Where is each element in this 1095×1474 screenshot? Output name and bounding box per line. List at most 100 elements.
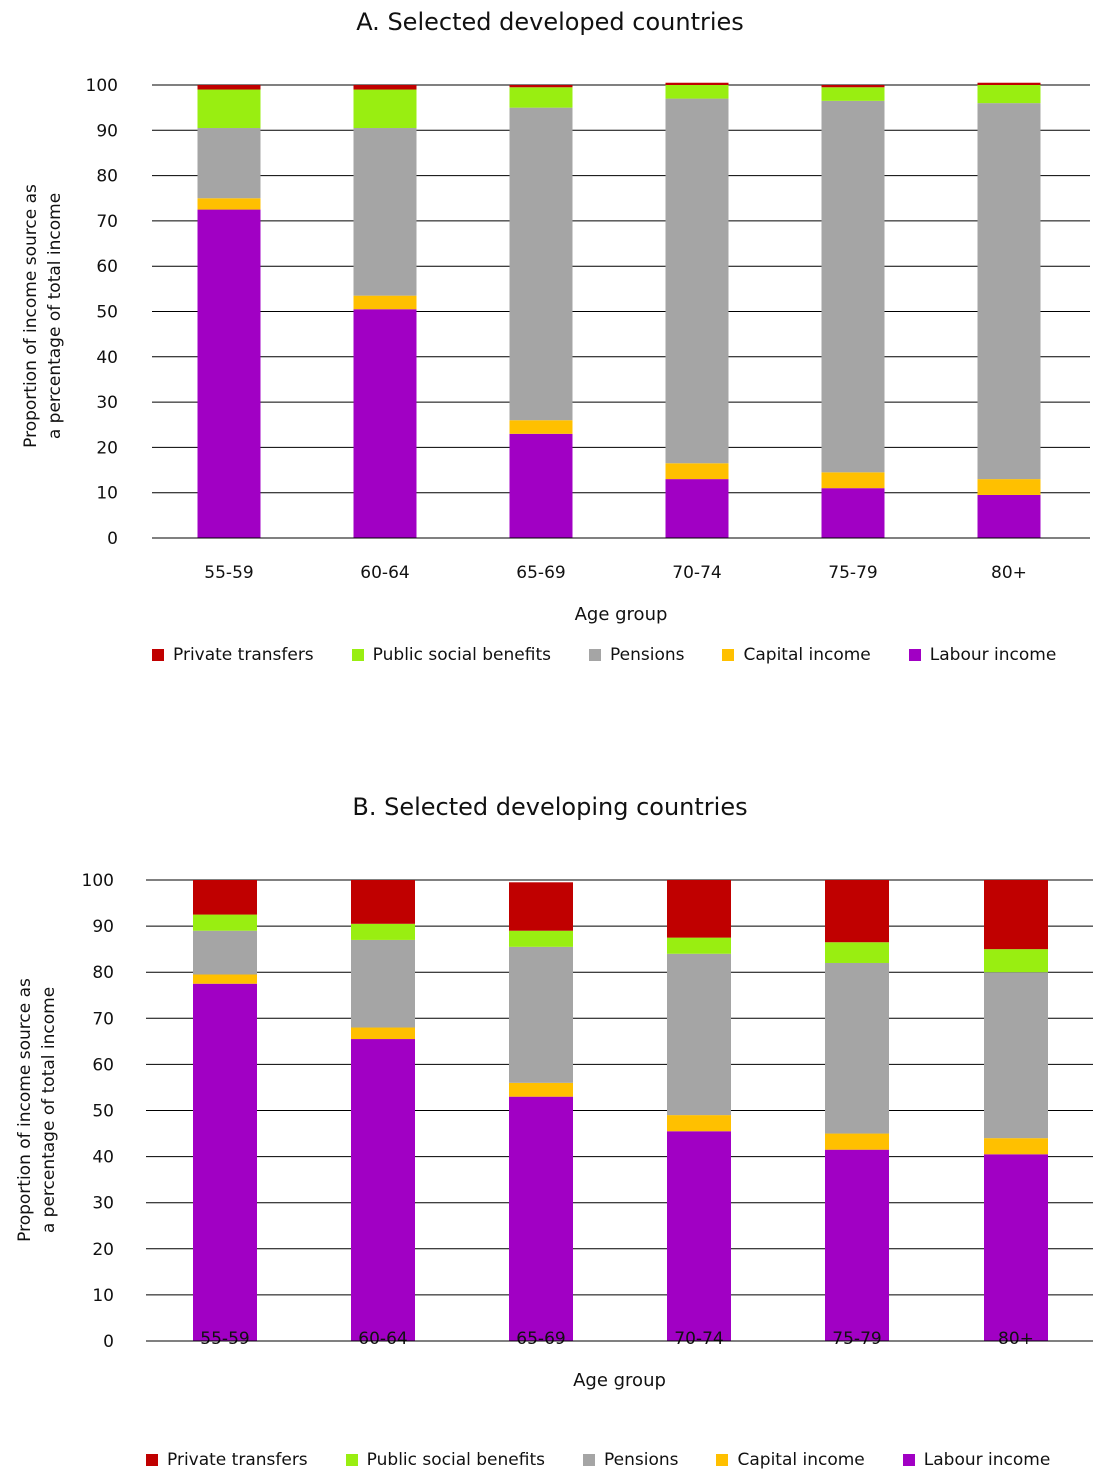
- chart-a-bar-labour-income-70-74: [665, 479, 729, 538]
- chart-a-bar-labour-income-65-69: [509, 433, 573, 538]
- chart-a-ytick-label: 30: [96, 393, 118, 413]
- chart-a-ylabel: Proportion of income source as a percenta…: [21, 184, 65, 448]
- chart-a-legend-label: Private transfers: [173, 645, 314, 665]
- chart-a-ytick-label: 90: [96, 121, 118, 141]
- chart-b-legend-swatch: [582, 1454, 595, 1466]
- chart-b-legend-item-private-transfers: Private transfers: [146, 1450, 308, 1470]
- chart-a-ytick-label: 40: [96, 348, 118, 368]
- chart-a-bar-capital-income-65-69: [509, 420, 573, 434]
- chart-a-bar-capital-income-55-59: [197, 198, 261, 210]
- chart-a-bar-capital-income-75-79: [821, 472, 885, 489]
- chart-a-ylabel-line: Proportion of income source as: [21, 184, 41, 448]
- chart-a-legend-label: Public social benefits: [372, 645, 551, 665]
- chart-b-xtick-label: 80+: [998, 1329, 1034, 1349]
- chart-b-ytick-label: 80: [92, 963, 114, 983]
- chart-b-bar-labour-income-80: [984, 1154, 1048, 1341]
- chart-b-xtick-label: 65-69: [516, 1329, 565, 1349]
- chart-a-bar-pensions-65-69: [509, 107, 573, 421]
- chart-b-bar-private-transfers-75-79: [825, 880, 889, 943]
- chart-b-bar-pensions-55-59: [193, 930, 257, 975]
- chart-b-ytick-label: 50: [92, 1102, 114, 1122]
- chart-a-ytick-label: 80: [96, 167, 118, 187]
- chart-a-bar-public-social-benefits-55-59: [197, 89, 261, 129]
- chart-b-bar-private-transfers-70-74: [667, 880, 731, 938]
- chart-a-xtick-label: 80+: [991, 563, 1027, 583]
- chart-a-bar-pensions-70-74: [665, 98, 729, 464]
- chart-a-legend-label: Labour income: [929, 645, 1057, 665]
- chart-b-ytick-label: 60: [92, 1055, 114, 1075]
- chart-b-bar-labour-income-75-79: [825, 1149, 889, 1341]
- chart-b-legend-swatch: [716, 1454, 729, 1466]
- chart-a-legend-item-capital-income: Capital income: [722, 645, 871, 665]
- chart-b-bar-private-transfers-60-64: [351, 880, 415, 924]
- chart-a-bar-private-transfers-55-59: [197, 85, 261, 90]
- chart-a-xtick-label: 70-74: [672, 563, 721, 583]
- chart-a-legend-item-private-transfers: Private transfers: [152, 645, 314, 665]
- chart-b-bar-public-social-benefits-55-59: [193, 914, 257, 931]
- chart-b-ytick-label: 40: [92, 1148, 114, 1168]
- chart-a-legend-swatch: [588, 649, 601, 661]
- chart-a-legend-item-labour-income: Labour income: [908, 645, 1057, 665]
- chart-b-legend-label: Capital income: [737, 1450, 865, 1470]
- chart-b-legend-label: Private transfers: [167, 1450, 308, 1470]
- chart-b-bar-pensions-65-69: [509, 946, 573, 1083]
- chart-a-legend-swatch: [908, 649, 921, 661]
- chart-a-legend-swatch: [722, 649, 735, 661]
- chart-a-ytick-label: 10: [96, 484, 118, 504]
- chart-b-legend-item-labour-income: Labour income: [902, 1450, 1051, 1470]
- chart-a-bar-public-social-benefits-60-64: [353, 89, 417, 129]
- chart-a-legend-item-pensions: Pensions: [588, 645, 684, 665]
- chart-a-legend-label: Capital income: [743, 645, 871, 665]
- chart-b-ytick-label: 100: [82, 871, 114, 891]
- chart-b-legend-label: Pensions: [603, 1450, 679, 1470]
- chart-b-developing: B. Selected developing countries 0 10 20 30 4…: [15, 793, 1093, 1391]
- chart-b-bar-public-social-benefits-60-64: [351, 923, 415, 940]
- chart-b-bar-pensions-60-64: [351, 939, 415, 1028]
- chart-a-developed: A. Selected developed countries 0 10 20 30 40…: [21, 8, 1090, 625]
- chart-a-bar-private-transfers-75-79: [821, 85, 885, 88]
- chart-b-xtick-label: 55-59: [200, 1329, 249, 1349]
- chart-b-bar-private-transfers-65-69: [509, 882, 573, 931]
- chart-a-bar-private-transfers-70-74: [665, 82, 729, 85]
- chart-b-bar-labour-income-55-59: [193, 983, 257, 1341]
- chart-a-legend-swatch: [351, 649, 364, 661]
- chart-b-bar-pensions-75-79: [825, 962, 889, 1134]
- chart-a-xtick-label: 65-69: [516, 563, 565, 583]
- chart-b-legend-label: Labour income: [923, 1450, 1051, 1470]
- chart-a-ytick-label: 0: [107, 529, 118, 549]
- chart-a-xtick-label: 55-59: [204, 563, 253, 583]
- chart-b-bar-capital-income-65-69: [509, 1082, 573, 1097]
- chart-a-bar-pensions-55-59: [197, 128, 261, 199]
- chart-b-ylabel-line: a percentage of total income: [39, 987, 59, 1233]
- chart-b-ylabel: Proportion of income source as a percenta…: [15, 978, 59, 1242]
- chart-a-xtick-label: 75-79: [828, 563, 877, 583]
- chart-a-bar-public-social-benefits-65-69: [509, 87, 573, 108]
- chart-a-bar-labour-income-60-64: [353, 309, 417, 538]
- chart-a-bar-private-transfers-80: [977, 82, 1041, 85]
- chart-a-ytick-label: 60: [96, 257, 118, 277]
- chart-b-bar-capital-income-55-59: [193, 974, 257, 984]
- chart-b-legend: Private transfers Public social benefits P…: [146, 1450, 1050, 1470]
- chart-a-xlabel: Age group: [575, 604, 668, 625]
- chart-a-bar-private-transfers-65-69: [509, 85, 573, 88]
- chart-a-bar-private-transfers-60-64: [353, 85, 417, 90]
- chart-b-ytick-label: 30: [92, 1194, 114, 1214]
- chart-a-bar-labour-income-80: [977, 494, 1041, 538]
- chart-a-ylabel-line: a percentage of total income: [45, 193, 65, 439]
- chart-a-bar-capital-income-60-64: [353, 295, 417, 310]
- chart-a-ytick-label: 100: [86, 76, 118, 96]
- chart-b-ytick-label: 90: [92, 917, 114, 937]
- chart-b-ylabel-line: Proportion of income source as: [15, 978, 35, 1242]
- chart-b-bar-private-transfers-80: [984, 880, 1048, 950]
- chart-b-bar-public-social-benefits-70-74: [667, 937, 731, 954]
- chart-b-title: B. Selected developing countries: [352, 793, 747, 821]
- chart-b-bar-private-transfers-55-59: [193, 880, 257, 915]
- chart-b-bar-labour-income-60-64: [351, 1039, 415, 1341]
- chart-b-xtick-label: 75-79: [832, 1329, 881, 1349]
- chart-b-bar-public-social-benefits-65-69: [509, 930, 573, 947]
- chart-b-ytick-label: 10: [92, 1286, 114, 1306]
- chart-b-ytick-label: 0: [103, 1332, 114, 1352]
- chart-b-bar-labour-income-65-69: [509, 1096, 573, 1341]
- chart-a-bar-public-social-benefits-75-79: [821, 87, 885, 101]
- chart-a-legend-item-public-social-benefits: Public social benefits: [351, 645, 551, 665]
